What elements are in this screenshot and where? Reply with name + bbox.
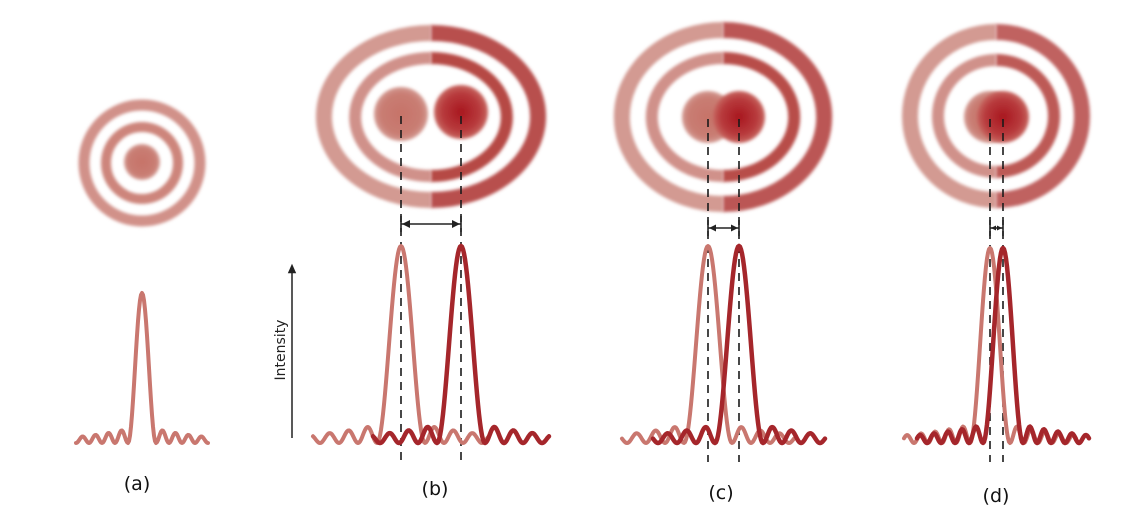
intensity-curve-left-b xyxy=(311,244,491,445)
panel-label-b: (b) xyxy=(422,478,449,500)
separation-arrow-c xyxy=(707,220,740,236)
panel-a: (a) xyxy=(74,99,210,495)
source-core-right-b xyxy=(434,85,488,139)
airy-pattern-a xyxy=(78,99,206,227)
intensity-curve-right-d xyxy=(914,245,1092,446)
separation-arrow-b xyxy=(400,216,462,232)
source-core-right-d xyxy=(977,91,1029,143)
panel-label-a: (a) xyxy=(124,473,150,495)
airy-pattern-b xyxy=(315,25,547,208)
panel-d: (d) xyxy=(902,24,1092,507)
source-core-left-b xyxy=(374,87,428,141)
airy-pattern-d xyxy=(902,24,1090,208)
panel-b: (b) xyxy=(311,25,552,500)
source-core-right-c xyxy=(713,91,765,143)
intensity-curve-right-b xyxy=(370,243,552,446)
airy-pattern-c xyxy=(613,22,833,212)
panel-c: (c) xyxy=(613,22,833,504)
intensity-curve-a xyxy=(74,291,210,445)
intensity-curve-right-c xyxy=(650,243,828,446)
intensity-axis-label: Intensity xyxy=(273,320,289,381)
panel-label-d: (d) xyxy=(983,485,1010,507)
panel-label-c: (c) xyxy=(708,482,733,504)
intensity-axis: Intensity xyxy=(273,263,297,438)
separation-arrow-d xyxy=(989,220,1004,236)
